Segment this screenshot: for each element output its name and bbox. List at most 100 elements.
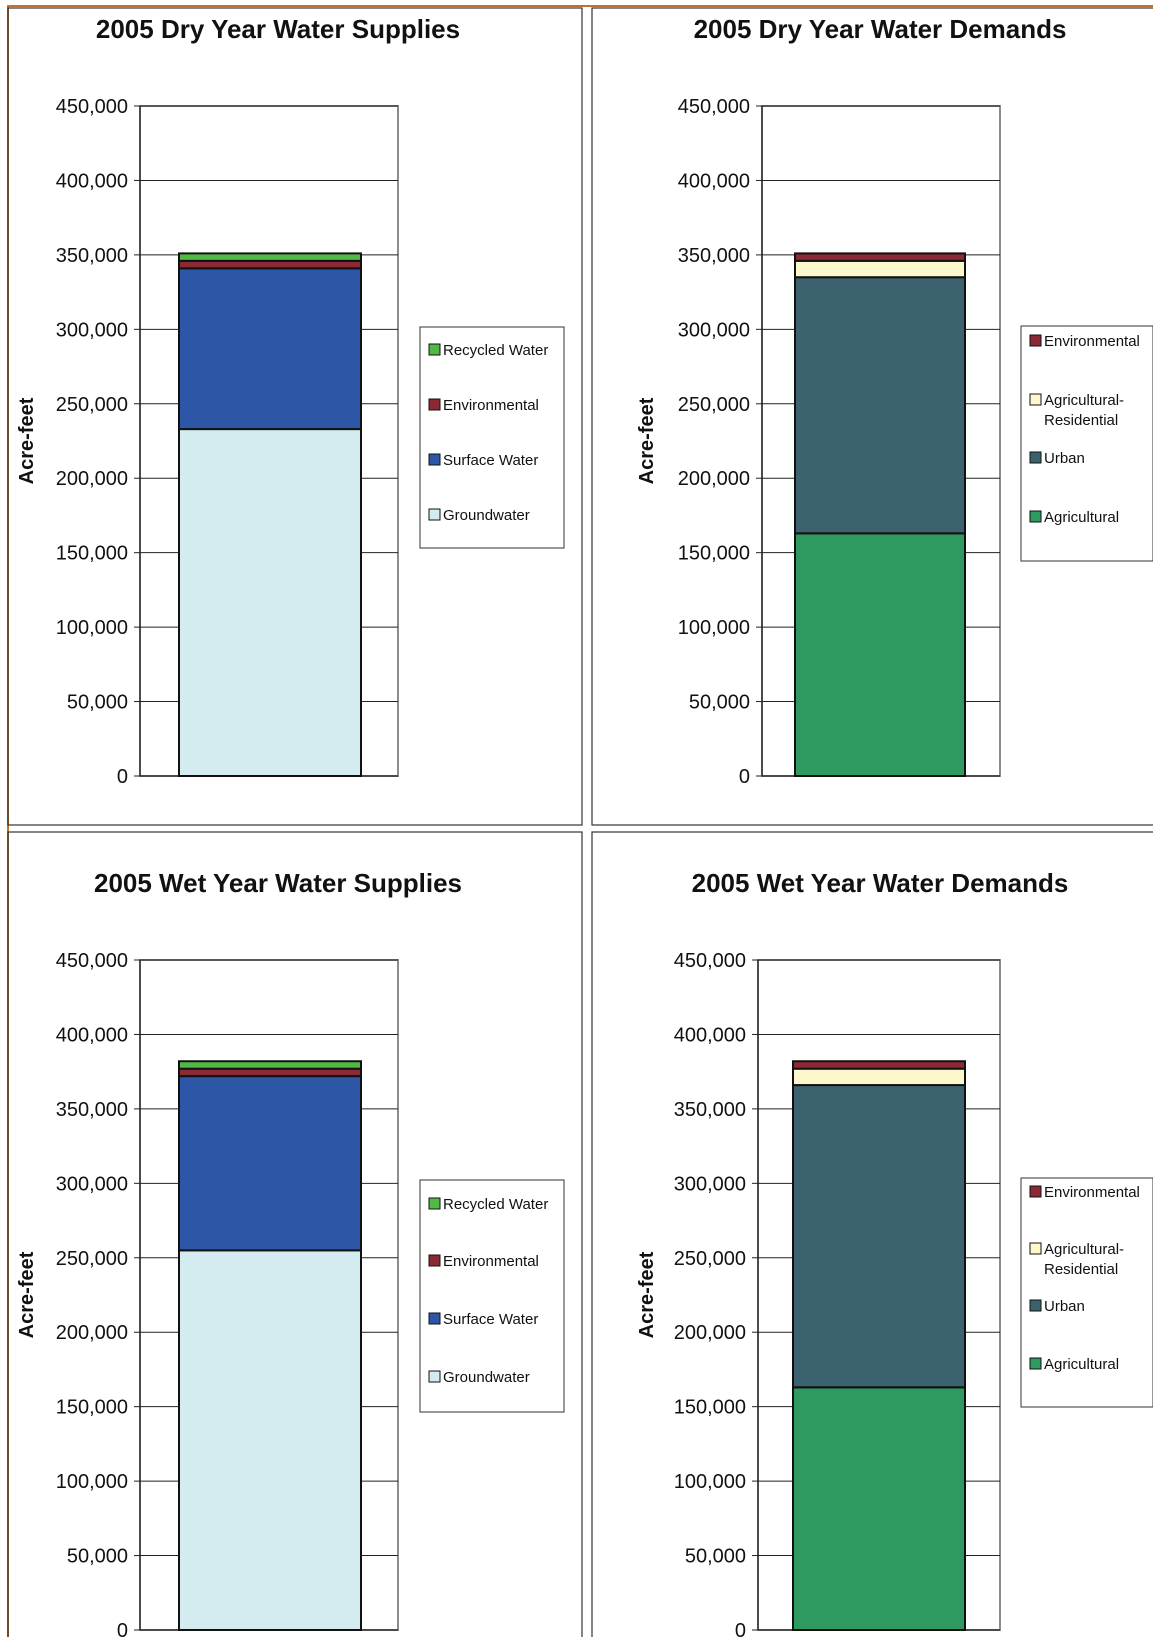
legend-label: Urban [1044,1298,1085,1315]
bar-segment-groundwater [178,428,362,777]
legend-swatch-groundwater [428,508,441,521]
bar-segment-recycled-water [178,1060,362,1070]
y-tick-label: 400,000 [678,170,750,192]
y-tick-label: 50,000 [685,1546,746,1568]
legend-swatch-agricultural [1029,510,1042,523]
legend-box [419,326,565,549]
legend-swatch-agricultural [1029,1357,1042,1370]
legend-swatch-environmental [1029,334,1042,347]
legend: Recycled Water Environmental Surface Water… [419,1179,565,1413]
y-tick-label: 250,000 [56,394,128,416]
bar-segment-surface-water [178,1075,362,1252]
y-tick-label: 50,000 [67,692,128,714]
bar-segment-agricultural [794,532,966,777]
legend-label: Groundwater [443,507,530,524]
legend-label: Surface Water [443,452,538,469]
legend-label: Agricultural [1044,1356,1119,1373]
y-tick-label: 100,000 [56,1471,128,1493]
y-tick-label: 300,000 [56,1173,128,1195]
legend-swatch-groundwater [428,1370,441,1383]
legend-swatch-surface-water [428,1312,441,1325]
legend-swatch-agricultural-residential [1029,1242,1042,1255]
bar-segment-environmental [792,1060,966,1070]
y-tick-label: 250,000 [674,1248,746,1270]
legend-swatch-environmental [428,398,441,411]
y-tick-label: 50,000 [689,692,750,714]
legend-label: Environmental [443,1253,539,1270]
legend-swatch-surface-water [428,453,441,466]
chart-title: 2005 Dry Year Water Demands [694,14,1067,44]
chart-title: 2005 Wet Year Water Demands [692,868,1069,898]
y-tick-label: 150,000 [56,543,128,565]
legend-label: Surface Water [443,1311,538,1328]
bar-segment-urban [794,276,966,535]
y-tick-label: 200,000 [56,1322,128,1344]
y-tick-label: 350,000 [678,245,750,267]
y-tick-label: 450,000 [56,96,128,118]
y-tick-label: 300,000 [56,319,128,341]
legend-swatch-urban [1029,1299,1042,1312]
y-tick-label: 0 [117,1620,128,1637]
legend-label: Groundwater [443,1369,530,1386]
chart-3: 2005 Wet Year Water Supplies 0 50,000 100,0… [16,868,565,1637]
y-tick-label: 450,000 [678,96,750,118]
bar-segment-environmental [178,1067,362,1078]
y-tick-label: 0 [117,766,128,788]
y-tick-label: 200,000 [678,468,750,490]
bar-segment-groundwater [178,1249,362,1632]
legend-box [1020,1177,1153,1408]
y-axis-label: Acre-feet [636,397,658,484]
panel-border-bottom-left [7,831,583,1637]
y-tick-label: 300,000 [674,1173,746,1195]
panel-border-bottom-right [591,831,1153,1637]
y-tick-label: 100,000 [678,617,750,639]
bar-segment-environmental [794,252,966,262]
legend: Environmental Agricultural- Residential Urb… [1020,1177,1153,1408]
y-tick-label: 400,000 [56,170,128,192]
legend-label-line2: Residential [1044,412,1118,429]
bar-segment-urban [792,1084,966,1389]
legend-label: Environmental [1044,333,1140,350]
y-tick-label: 300,000 [678,319,750,341]
chart-1: 2005 Dry Year Water Supplies 0 50,000 100,0… [16,14,565,788]
chart-2: 2005 Dry Year Water Demands 0 50,000 100,00… [636,14,1153,788]
y-tick-label: 400,000 [674,1024,746,1046]
bar-segment-recycled-water [178,252,362,262]
y-tick-label: 450,000 [674,950,746,972]
y-tick-label: 450,000 [56,950,128,972]
y-tick-label: 50,000 [67,1546,128,1568]
y-axis-label: Acre-feet [636,1251,658,1338]
bar-segment-environmental [178,259,362,270]
chart-4: 2005 Wet Year Water Demands 0 50,000 100,00… [636,868,1153,1637]
y-tick-label: 350,000 [674,1099,746,1121]
y-axis-label: Acre-feet [16,1251,38,1338]
y-tick-label: 350,000 [56,1099,128,1121]
legend: Environmental Agricultural- Residential Urb… [1020,325,1153,562]
panel-frame [7,5,1153,1637]
y-tick-label: 150,000 [678,543,750,565]
legend-label: Agricultural [1044,509,1119,526]
legend-box [1020,325,1153,562]
legend-label: Agricultural- [1044,1241,1124,1258]
y-tick-label: 150,000 [674,1397,746,1419]
bar-segment-agricultural [792,1386,966,1632]
chart-title: 2005 Dry Year Water Supplies [96,14,460,44]
y-tick-label: 100,000 [674,1471,746,1493]
y-tick-label: 100,000 [56,617,128,639]
y-tick-label: 200,000 [674,1322,746,1344]
y-tick-label: 250,000 [678,394,750,416]
y-axis-label: Acre-feet [16,397,38,484]
legend-swatch-environmental [1029,1185,1042,1198]
bar-segment-surface-water [178,267,362,431]
legend-label: Recycled Water [443,1196,548,1213]
legend-swatch-agricultural-residential [1029,393,1042,406]
legend-label: Recycled Water [443,342,548,359]
legend-box [419,1179,565,1413]
legend-swatch-recycled-water [428,1197,441,1210]
legend-label: Urban [1044,450,1085,467]
legend-swatch-environmental [428,1254,441,1267]
bar-segment-agricultural-residential [792,1067,966,1087]
bar-segment-agricultural-residential [794,259,966,279]
